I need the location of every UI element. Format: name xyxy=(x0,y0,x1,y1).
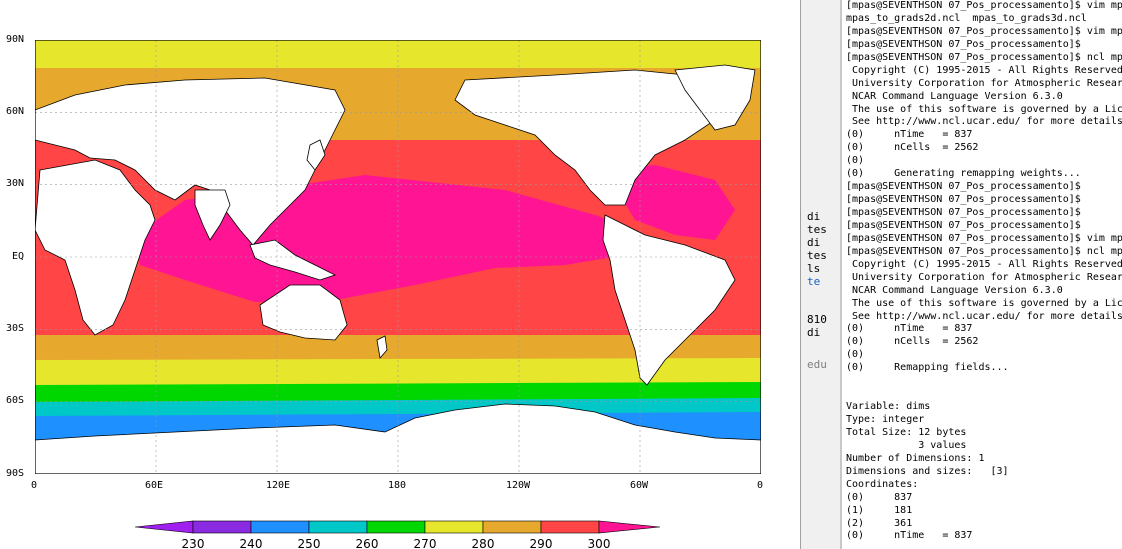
bg-text-fragment: di xyxy=(807,210,821,223)
terminal-line: [mpas@SEVENTHSON 07_Pos_processamento]$ xyxy=(846,181,1081,193)
terminal-line: (0) Generating remapping weights... xyxy=(846,168,1081,180)
lon-label-120w: 120W xyxy=(506,480,531,491)
terminal-line: (0) nCells = 2562 xyxy=(846,142,979,154)
colorbar-seg-290 xyxy=(482,520,542,534)
terminal-line: Copyright (C) 1995-2015 - All Rights Res… xyxy=(846,64,1122,76)
terminal-line: (0) nCells = 2562 xyxy=(846,336,979,348)
land-new-zealand xyxy=(376,335,388,359)
lon-label-0-right: 0 xyxy=(757,480,764,491)
lat-label-60n: 60N xyxy=(6,106,25,117)
lon-label-0: 0 xyxy=(31,480,38,491)
terminal-line: The use of this software is governed by … xyxy=(846,103,1122,115)
terminal-line: Coordinates: xyxy=(846,478,919,490)
bg-text-fragment: edu xyxy=(807,358,827,371)
terminal-line: (0) nTime = 837 xyxy=(846,323,973,335)
bg-text-fragment: tes xyxy=(807,223,827,236)
lon-label-180: 180 xyxy=(388,480,407,491)
lat-label-90n: 90N xyxy=(6,34,25,45)
terminal-line: Total Size: 12 bytes xyxy=(846,426,967,438)
plot-window: 90N 60N 30N EQ 30S 60S 90S 0 60E 120E 18… xyxy=(6,34,764,549)
terminal-line: [mpas@SEVENTHSON 07_Pos_processamento]$ … xyxy=(846,25,1122,37)
terminal-line: (0) nTime = 837 xyxy=(846,530,973,542)
terminal-line: Number of Dimensions: 1 xyxy=(846,452,985,464)
terminal-line xyxy=(842,375,1122,388)
land-eurasia xyxy=(35,77,346,246)
land-australia xyxy=(259,284,348,341)
background-window[interactable]: di tes di tes ls te 810 di edu xyxy=(800,0,841,549)
lat-label-30n: 30N xyxy=(6,178,25,189)
colorbar-label-300: 300 xyxy=(588,537,611,549)
terminal-line: [mpas@SEVENTHSON 07_Pos_processamento]$ xyxy=(846,194,1081,206)
terminal-line xyxy=(842,388,1122,401)
terminal-line: Dimensions and sizes: [3] xyxy=(846,465,1009,477)
terminal-line: (1) 181 xyxy=(846,504,913,516)
land-japan xyxy=(306,139,326,171)
terminal-line: The use of this software is governed by … xyxy=(846,297,1122,309)
terminal-line: NCAR Command Language Version 6.3.0 xyxy=(846,90,1063,102)
terminal-line: (0) 837 xyxy=(846,491,913,503)
lat-label-90s: 90S xyxy=(6,468,25,479)
colorbar-label-250: 250 xyxy=(298,537,321,549)
bg-text-fragment: di xyxy=(807,326,821,339)
terminal-line: Type: integer xyxy=(846,414,925,425)
lon-label-120e: 120E xyxy=(266,480,291,491)
terminal-line: NCAR Command Language Version 6.3.0 xyxy=(846,284,1063,296)
lon-label-60e: 60E xyxy=(145,480,164,491)
terminal-line: (0) nTime = 837 xyxy=(846,129,973,141)
bg-text-fragment: ls xyxy=(807,262,821,275)
terminal-line: 3 values xyxy=(846,439,967,451)
terminal-window[interactable]: [mpas@SEVENTHSON 07_Pos_processamento]$ … xyxy=(840,0,1122,549)
terminal-line: [mpas@SEVENTHSON 07_Pos_processamento]$ xyxy=(846,219,1081,231)
colorbar: 230 240 250 260 270 280 290 300 xyxy=(134,520,661,549)
land-india xyxy=(194,189,231,241)
bg-text-fragment: di xyxy=(807,236,821,249)
terminal-line: See http://www.ncl.ucar.edu/ for more de… xyxy=(846,310,1122,322)
colorbar-seg-240 xyxy=(192,520,252,534)
bg-text-fragment: 810 xyxy=(807,313,827,326)
colorbar-label-230: 230 xyxy=(182,537,205,549)
land-greenland xyxy=(674,64,756,131)
terminal-line: mpas_to_grads2d.ncl mpas_to_grads3d.ncl xyxy=(846,12,1087,24)
colorbar-seg-260 xyxy=(308,520,368,534)
colorbar-label-280: 280 xyxy=(472,537,495,549)
colorbar-label-270: 270 xyxy=(414,537,437,549)
bg-text-fragment: tes xyxy=(807,249,827,262)
sst-map xyxy=(35,40,761,474)
colorbar-seg-250 xyxy=(250,520,310,534)
colorbar-label-240: 240 xyxy=(240,537,263,549)
terminal-line: (2) 361 xyxy=(846,517,913,529)
land-south-america xyxy=(602,214,736,386)
terminal-line: [mpas@SEVENTHSON 07_Pos_processamento]$ … xyxy=(846,51,1122,63)
colorbar-seg-300 xyxy=(540,520,600,534)
terminal-line: University Corporation for Atmospheric R… xyxy=(846,271,1122,283)
lat-label-60s: 60S xyxy=(6,395,25,406)
bg-text-fragment: te xyxy=(807,275,821,288)
colorbar-label-290: 290 xyxy=(530,537,553,549)
terminal-line: [mpas@SEVENTHSON 07_Pos_processamento]$ xyxy=(846,207,1081,218)
terminal-line: [mpas@SEVENTHSON 07_Pos_processamento]$ xyxy=(846,38,1081,50)
terminal-line: (0) Remapping fields... xyxy=(846,362,1009,374)
colorbar-min-arrow xyxy=(134,520,194,534)
colorbar-max-arrow xyxy=(598,520,661,534)
colorbar-seg-280 xyxy=(424,520,484,534)
terminal-line: (0) xyxy=(846,155,865,167)
warm-pool-atlantic xyxy=(605,165,735,240)
terminal-line: Variable: dims xyxy=(846,401,931,413)
colorbar-seg-270 xyxy=(366,520,426,534)
colorbar-label-260: 260 xyxy=(356,537,379,549)
terminal-line: (0) xyxy=(846,349,865,361)
terminal-output: [mpas@SEVENTHSON 07_Pos_processamento]$ … xyxy=(842,0,1122,543)
lat-label-30s: 30S xyxy=(6,323,25,334)
terminal-line: [mpas@SEVENTHSON 07_Pos_processamento]$ … xyxy=(846,245,1122,257)
lat-label-eq: EQ xyxy=(12,251,25,262)
terminal-line: Copyright (C) 1995-2015 - All Rights Res… xyxy=(846,258,1122,270)
land-maritime-asia xyxy=(249,239,337,281)
land-africa xyxy=(35,159,156,336)
lon-label-60w: 60W xyxy=(630,480,649,491)
terminal-line: University Corporation for Atmospheric R… xyxy=(846,77,1122,89)
terminal-line: See http://www.ncl.ucar.edu/ for more de… xyxy=(846,116,1122,128)
land-antarctica xyxy=(35,403,761,474)
terminal-line: [mpas@SEVENTHSON 07_Pos_processamento]$ … xyxy=(846,232,1122,244)
terminal-line: [mpas@SEVENTHSON 07_Pos_processamento]$ … xyxy=(846,0,1122,11)
